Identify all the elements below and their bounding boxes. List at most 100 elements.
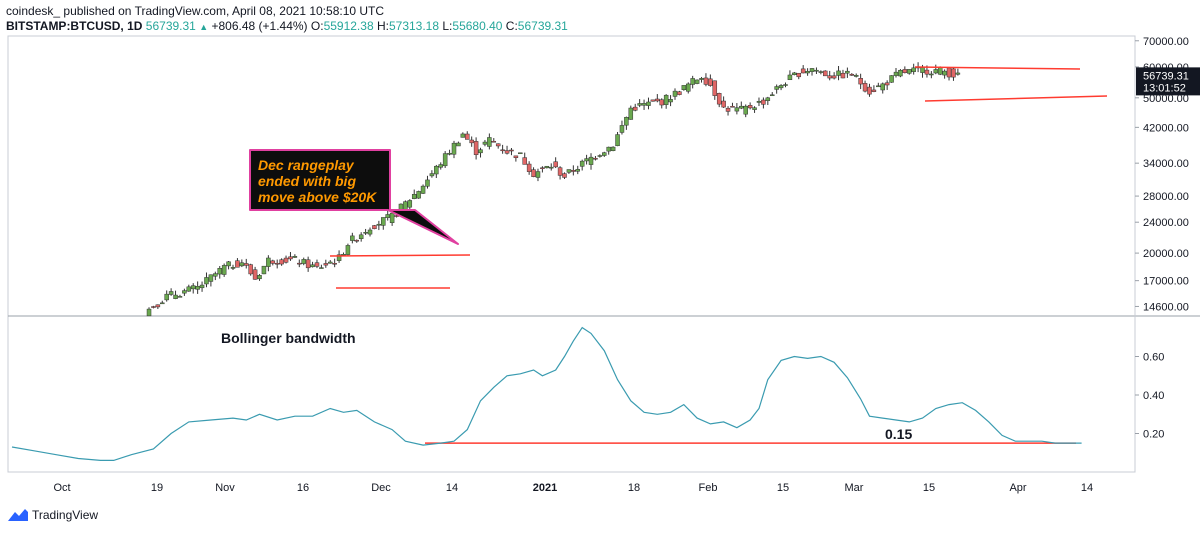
candle-body (734, 107, 740, 112)
candle (686, 82, 691, 94)
candle (747, 102, 753, 110)
candle (730, 102, 735, 108)
high-value: 57313.18 (388, 19, 440, 33)
candle-body (354, 239, 360, 242)
candle (898, 69, 903, 78)
candle (774, 84, 779, 94)
time-tick-label: Oct (53, 482, 70, 494)
candle (641, 99, 647, 110)
up-arrow-icon: ▲ (199, 22, 209, 32)
candle-body (818, 71, 824, 73)
candle (571, 165, 576, 176)
last-price-label: 56739.31 (1143, 70, 1189, 82)
bollinger-bandwidth-pane: Bollinger bandwidth 0.15 (11, 326, 1082, 461)
candle-body (756, 100, 762, 103)
ohlc-line: BITSTAMP:BTCUSD, 1D 56739.31 ▲ +806.48 (… (6, 19, 568, 33)
candle (876, 82, 881, 88)
candle (518, 152, 523, 155)
candle (840, 69, 846, 79)
candle-body (730, 106, 735, 108)
candle-body (266, 257, 271, 267)
candle-body (535, 171, 541, 178)
candle (752, 106, 757, 113)
candle-body (575, 169, 581, 172)
candle-body (151, 306, 156, 308)
candle (836, 66, 841, 81)
candle (672, 88, 678, 100)
candle (544, 165, 550, 169)
candle (593, 156, 598, 161)
candle (562, 172, 567, 180)
close-value: 56739.31 (517, 19, 568, 33)
candle (487, 133, 492, 150)
candle (199, 281, 205, 292)
candle-body (571, 170, 576, 172)
candle (522, 152, 527, 165)
plot-border (7, 35, 1136, 473)
candle (314, 259, 320, 269)
price-tick-label: 34000.00 (1143, 158, 1189, 170)
candle (173, 290, 178, 300)
candle (668, 95, 673, 107)
candle-body (663, 94, 669, 105)
candle (504, 145, 510, 155)
candle-body (893, 71, 899, 76)
publisher[interactable]: coindesk_ (6, 4, 61, 18)
candle-body (876, 85, 881, 88)
candle-body (783, 84, 788, 86)
candle-body (942, 70, 947, 76)
candle-body (840, 72, 846, 79)
callout-box (249, 149, 459, 245)
time-tick-label: Nov (215, 482, 235, 494)
candle (447, 149, 452, 156)
candle-body (526, 163, 532, 172)
time-tick-label: 14 (446, 482, 458, 494)
candle (911, 63, 916, 75)
high-label: H: (376, 19, 389, 33)
candle-body (562, 173, 567, 178)
candle (292, 254, 298, 258)
candle-body (239, 262, 245, 267)
candle-body (774, 86, 779, 90)
candle-body (332, 263, 337, 265)
candle-body (540, 167, 545, 169)
candle (270, 259, 276, 266)
candle (372, 224, 377, 230)
candle (725, 106, 731, 116)
candle (929, 71, 934, 79)
time-tick-label: 15 (923, 482, 935, 494)
candle (597, 154, 603, 158)
candle-body (853, 74, 859, 77)
candle-body (606, 146, 611, 152)
candle (610, 146, 616, 152)
bbw-title: Bollinger bandwidth (221, 330, 356, 346)
candle-body (548, 166, 554, 169)
candle (451, 140, 457, 159)
candle-body (190, 285, 196, 290)
candle (350, 232, 355, 244)
candle (429, 170, 435, 178)
candle (588, 153, 594, 170)
candle-body (716, 93, 722, 105)
tradingview-logo[interactable]: TradingView (8, 508, 98, 522)
candle-body (327, 261, 333, 264)
candle-body (937, 67, 943, 75)
candle-body (504, 150, 510, 154)
candle-body (495, 143, 501, 147)
mar-range-bottom-line (924, 95, 1108, 102)
candle (332, 258, 337, 268)
candle (831, 72, 837, 80)
candle (628, 105, 634, 120)
candle-body (845, 70, 850, 74)
candle (761, 97, 766, 109)
candle-body (389, 212, 395, 223)
candle-body (672, 90, 678, 97)
candle-body (425, 179, 430, 187)
candle (690, 75, 695, 89)
brand: TradingView (32, 508, 99, 522)
candle (465, 131, 470, 140)
candle (535, 168, 541, 182)
candle-body (478, 149, 483, 154)
